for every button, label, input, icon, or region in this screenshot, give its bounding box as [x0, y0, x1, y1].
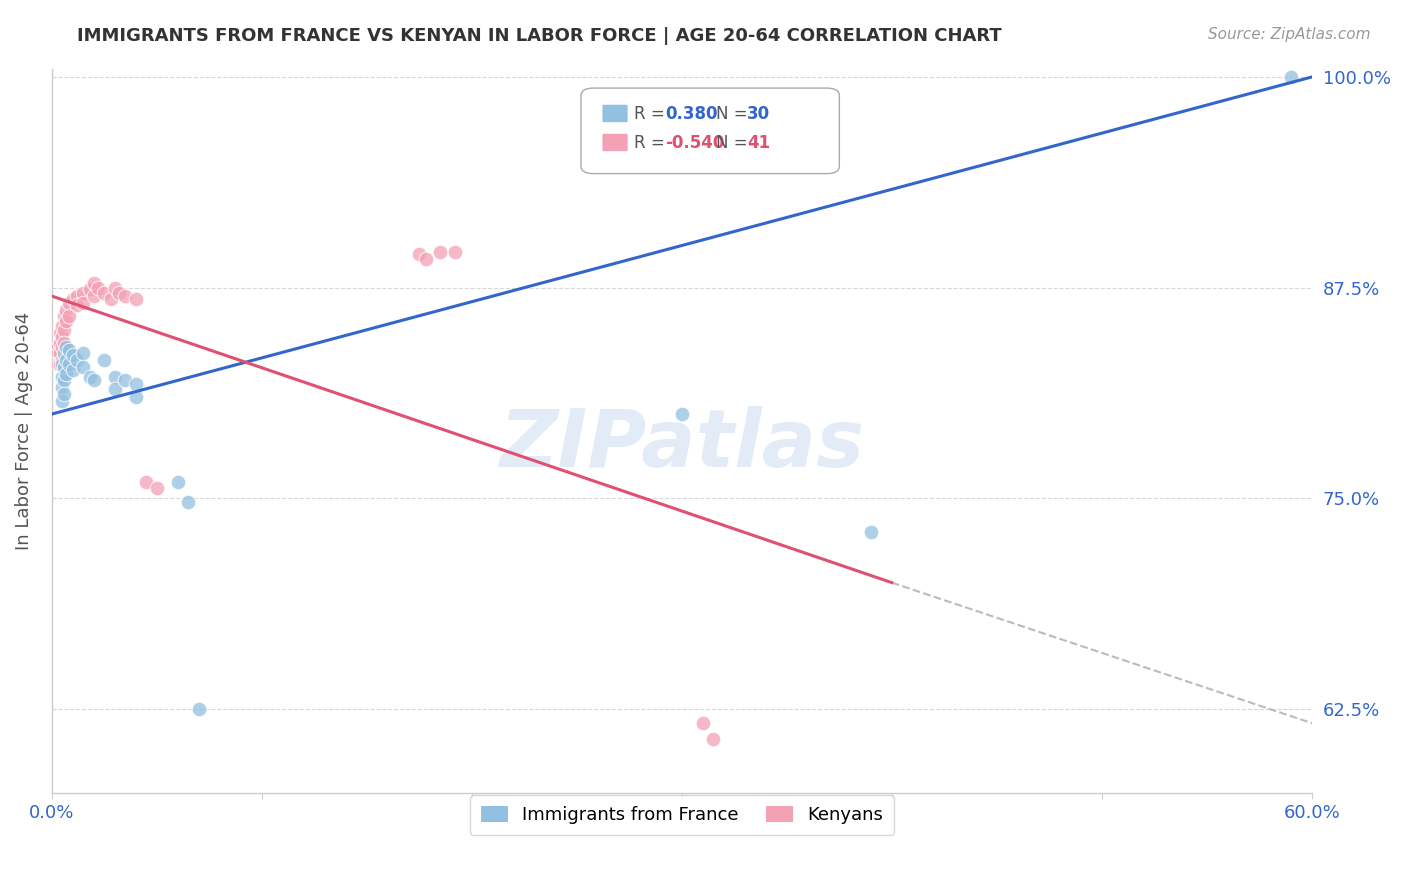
Text: IMMIGRANTS FROM FRANCE VS KENYAN IN LABOR FORCE | AGE 20-64 CORRELATION CHART: IMMIGRANTS FROM FRANCE VS KENYAN IN LABO… — [77, 27, 1002, 45]
Point — [51, 380, 73, 394]
Text: R =: R = — [634, 134, 665, 152]
Text: R =: R = — [634, 104, 665, 123]
Text: 41: 41 — [748, 134, 770, 152]
Point — [702, 732, 724, 747]
Point — [114, 289, 136, 303]
Point — [62, 348, 84, 362]
Text: 0.380: 0.380 — [665, 104, 718, 123]
Point — [187, 702, 209, 716]
Point — [55, 340, 77, 354]
Point — [104, 370, 127, 384]
Point — [415, 252, 437, 266]
Point — [49, 357, 72, 371]
Point — [125, 376, 148, 391]
Legend: Immigrants from France, Kenyans: Immigrants from France, Kenyans — [470, 795, 894, 835]
Point — [51, 353, 73, 368]
Point — [58, 295, 80, 310]
Point — [53, 387, 76, 401]
Point — [51, 370, 73, 384]
Point — [51, 319, 73, 334]
Point — [671, 407, 693, 421]
Point — [53, 359, 76, 374]
Point — [87, 280, 110, 294]
FancyBboxPatch shape — [602, 134, 627, 151]
Point — [859, 524, 882, 539]
Point — [72, 346, 94, 360]
Point — [444, 245, 467, 260]
Text: N =: N = — [716, 134, 748, 152]
Point — [51, 393, 73, 408]
Point — [79, 370, 101, 384]
Point — [93, 353, 115, 368]
Text: Source: ZipAtlas.com: Source: ZipAtlas.com — [1208, 27, 1371, 42]
Point — [55, 314, 77, 328]
Text: -0.540: -0.540 — [665, 134, 725, 152]
Text: 30: 30 — [748, 104, 770, 123]
Point — [72, 359, 94, 374]
Point — [53, 323, 76, 337]
FancyBboxPatch shape — [581, 88, 839, 174]
Point — [49, 336, 72, 351]
Point — [58, 357, 80, 371]
Point — [166, 475, 188, 489]
Point — [79, 282, 101, 296]
Point — [53, 336, 76, 351]
Point — [49, 346, 72, 360]
Point — [408, 247, 430, 261]
Point — [58, 310, 80, 324]
Point — [55, 302, 77, 317]
Point — [46, 357, 69, 371]
Point — [51, 340, 73, 354]
Point — [429, 245, 451, 260]
Point — [53, 346, 76, 360]
Point — [83, 373, 105, 387]
Point — [58, 343, 80, 357]
Point — [46, 346, 69, 360]
Point — [83, 276, 105, 290]
Point — [55, 367, 77, 381]
Point — [72, 295, 94, 310]
Point — [114, 373, 136, 387]
Point — [104, 280, 127, 294]
Point — [66, 289, 89, 303]
Point — [55, 353, 77, 368]
Point — [66, 353, 89, 368]
Point — [125, 390, 148, 404]
Point — [53, 373, 76, 387]
FancyBboxPatch shape — [602, 104, 627, 122]
Point — [46, 340, 69, 354]
Text: N =: N = — [716, 104, 748, 123]
Point — [177, 494, 200, 508]
Point — [108, 285, 131, 300]
Y-axis label: In Labor Force | Age 20-64: In Labor Force | Age 20-64 — [15, 312, 32, 550]
Point — [51, 329, 73, 343]
Point — [145, 481, 167, 495]
Point — [692, 715, 714, 730]
Point — [49, 326, 72, 341]
Point — [93, 285, 115, 300]
Point — [62, 363, 84, 377]
Point — [125, 293, 148, 307]
Point — [51, 357, 73, 371]
Point — [62, 293, 84, 307]
Text: ZIPatlas: ZIPatlas — [499, 407, 865, 484]
Point — [100, 293, 122, 307]
Point — [1279, 70, 1302, 84]
Point — [53, 310, 76, 324]
Point — [72, 285, 94, 300]
Point — [104, 382, 127, 396]
Point — [66, 297, 89, 311]
Point — [83, 289, 105, 303]
Point — [135, 475, 157, 489]
